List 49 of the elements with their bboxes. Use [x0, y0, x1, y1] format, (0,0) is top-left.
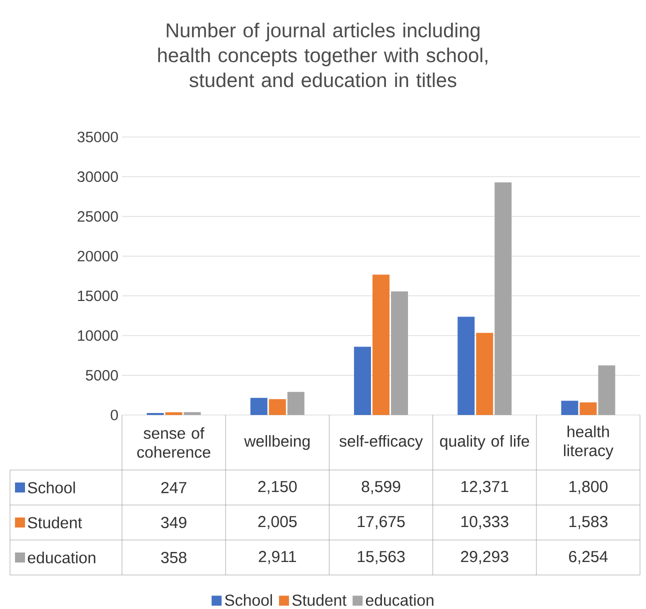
bar	[165, 412, 182, 415]
bar	[372, 274, 390, 415]
data-label: 17,675	[358, 516, 405, 529]
bar	[391, 291, 408, 415]
bar	[580, 402, 597, 415]
data-label: 358	[161, 552, 186, 564]
bar	[494, 182, 512, 415]
legend-label: Student	[28, 516, 82, 528]
bar	[268, 398, 286, 415]
data-label: 12,371	[461, 480, 508, 494]
x-tick-label: wellbeing	[244, 434, 310, 450]
data-label: 349	[161, 516, 186, 528]
data-label: 10,333	[461, 516, 508, 529]
bar	[598, 365, 616, 415]
data-label: 2,911	[258, 550, 296, 564]
legend-label: education	[28, 552, 96, 564]
y-tick-label: 5000	[86, 370, 118, 380]
bar	[561, 400, 578, 415]
x-tick-label: sense of coherence	[137, 427, 210, 458]
text: School	[224, 594, 272, 606]
x-tick-label: self-efficacy	[340, 434, 423, 450]
data-label: 1,800	[569, 480, 608, 494]
bar	[250, 398, 268, 415]
data-label: 6,254	[569, 550, 608, 564]
bar	[476, 332, 494, 415]
data-label: 247	[161, 482, 186, 493]
bar	[184, 412, 201, 415]
bar	[287, 392, 304, 415]
y-tick-label: 20000	[78, 250, 118, 262]
x-tick-label: quality of life	[440, 434, 530, 450]
legend-label: School	[28, 482, 75, 494]
data-label: 1,583	[569, 516, 608, 529]
x-tick-label: health literacy	[564, 426, 614, 460]
data-label: 29,293	[461, 550, 508, 564]
text: education	[366, 594, 434, 606]
y-tick-label: 35000	[77, 132, 118, 142]
bar	[458, 316, 475, 415]
text: Student	[292, 594, 346, 606]
data-label: 2,005	[258, 516, 297, 529]
y-tick-label: 10000	[78, 330, 118, 341]
y-tick-label: 0	[110, 410, 118, 420]
data-label: 15,563	[358, 550, 405, 564]
y-tick-label: 30000	[77, 171, 118, 182]
bar	[354, 346, 372, 415]
data-label: 8,599	[362, 480, 400, 494]
y-tick-label: 15000	[78, 290, 118, 302]
y-tick-label: 25000	[78, 211, 118, 222]
chart-title: Number of journal articles including health concepts together with school, student and education in titles	[158, 22, 488, 88]
data-label: 2,150	[258, 480, 297, 494]
